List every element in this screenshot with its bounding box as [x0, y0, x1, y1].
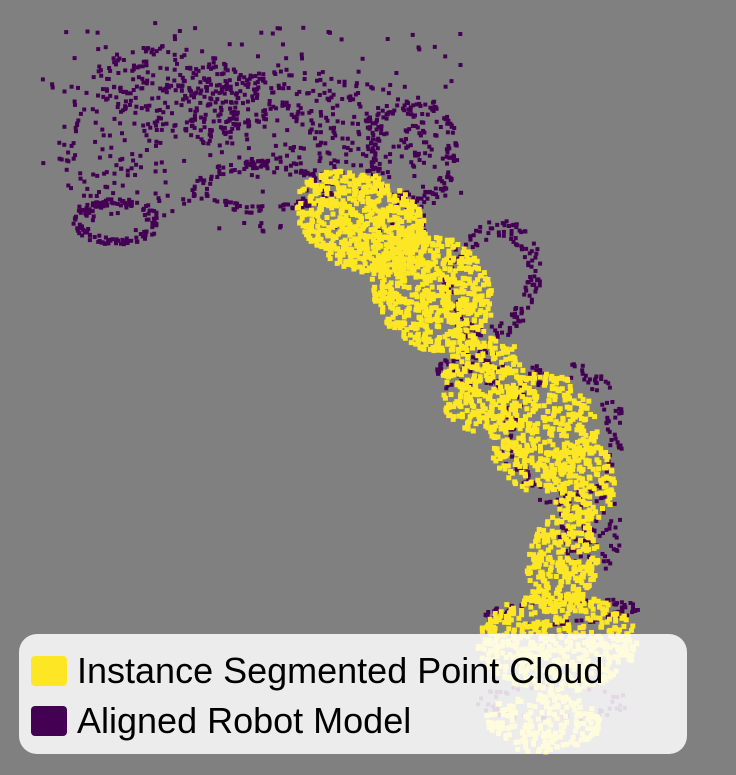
aligned-robot-model-points — [40, 21, 640, 722]
legend-item-model: Aligned Robot Model — [31, 701, 411, 741]
legend-swatch-segmented — [31, 656, 67, 686]
legend-swatch-model — [31, 706, 67, 736]
legend-label-segmented: Instance Segmented Point Cloud — [77, 650, 604, 691]
legend: Instance Segmented Point Cloud Aligned R… — [19, 634, 687, 754]
legend-label-model: Aligned Robot Model — [77, 700, 412, 741]
legend-item-segmented: Instance Segmented Point Cloud — [31, 651, 603, 691]
